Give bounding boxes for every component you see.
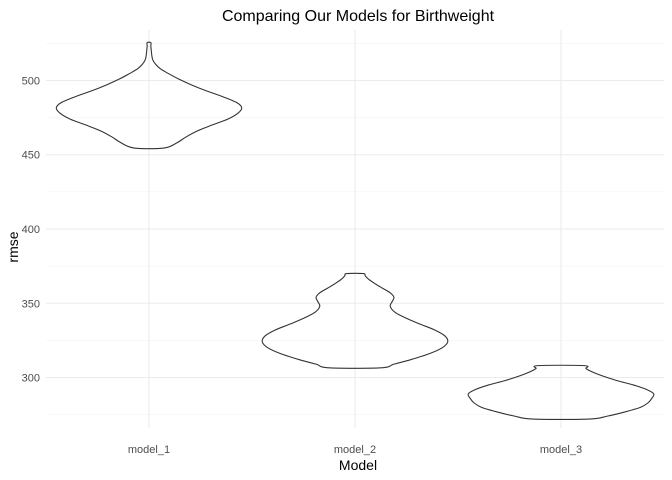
x-tick-label: model_2 [334,444,376,456]
violin-model_2 [261,272,449,369]
x-tick-label: model_3 [540,444,582,456]
y-tick-labels: 300 350 400 450 500 [22,75,40,384]
y-axis-title: rmse [5,231,21,262]
y-tick-label: 300 [22,373,40,385]
grid-layer [46,30,664,428]
y-tick-label: 350 [22,298,40,310]
chart-title: Comparing Our Models for Birthweight [222,8,495,25]
violin-layer [55,41,655,421]
x-axis-title: Model [339,457,377,473]
x-tick-labels: model_1 model_2 model_3 [128,444,582,456]
y-tick-label: 450 [22,150,40,162]
violin-model_3 [467,364,655,421]
y-tick-label: 500 [22,75,40,87]
y-tick-label: 400 [22,224,40,236]
x-tick-label: model_1 [128,444,170,456]
violin-model_1 [55,41,243,150]
